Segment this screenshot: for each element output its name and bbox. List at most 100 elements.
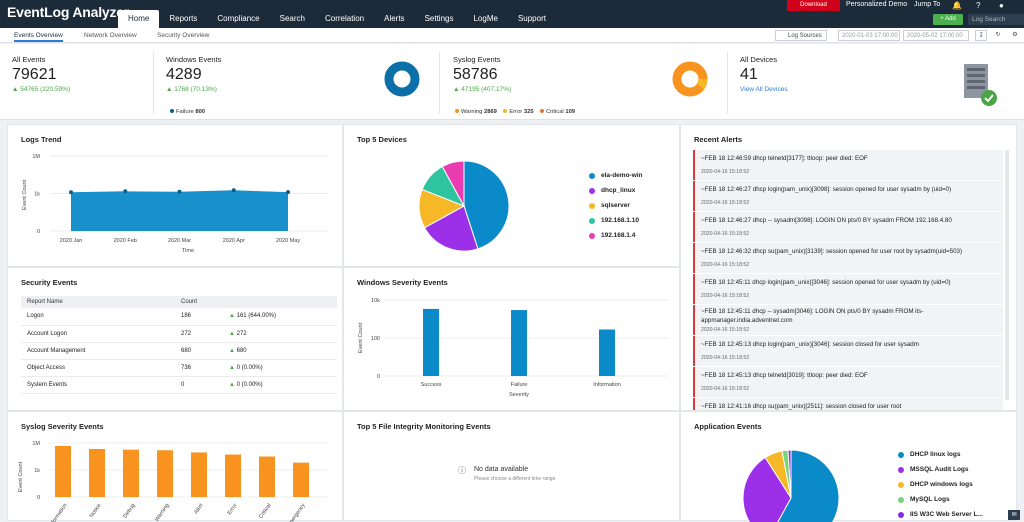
table-row[interactable]: System Events 0 ▲ 0 (0.00%) <box>21 376 337 394</box>
alert-item[interactable]: ~FEB 18 12:46:32 dhcp su(pam_unix)[3139]… <box>693 243 1003 273</box>
bar[interactable] <box>191 452 207 497</box>
stat-windows-events[interactable]: Windows Events 4289 ▲ 1768 (70.13%) Fail… <box>166 44 426 120</box>
report-name-cell[interactable]: Account Management <box>21 342 181 360</box>
bar[interactable] <box>599 329 615 376</box>
app-logo[interactable]: EventLog Analyzer <box>7 4 130 20</box>
alert-message: ~FEB 18 12:46:59 dhcp telnetd[3177]: ttl… <box>701 155 868 162</box>
report-name-cell[interactable]: Account Logon <box>21 325 181 343</box>
view-all-devices-link[interactable]: View All Devices <box>740 86 788 93</box>
table-row[interactable]: Object Access 736 ▲ 0 (0.00%) <box>21 359 337 377</box>
alert-item[interactable]: ~FEB 18 12:45:13 dhcp login(pam_unix)[30… <box>693 336 1003 366</box>
bar[interactable] <box>123 449 139 497</box>
data-point[interactable] <box>123 189 128 194</box>
data-point[interactable] <box>231 188 236 193</box>
data-point[interactable] <box>69 190 73 195</box>
nav-search[interactable]: Search <box>279 14 305 23</box>
tab-network-overview[interactable]: Network Overview <box>84 32 137 39</box>
legend-item[interactable]: 192.168.1.4 <box>589 228 643 243</box>
legend-item[interactable]: DHCP linux logs <box>898 447 983 462</box>
app-slice[interactable] <box>768 449 840 522</box>
report-name-cell[interactable]: Logon <box>21 308 181 326</box>
legend-item[interactable]: 192.168.1.10 <box>589 213 643 228</box>
app-slice[interactable] <box>787 449 792 499</box>
legend-item[interactable]: ela-demo-win <box>589 168 643 183</box>
nav-correlation[interactable]: Correlation <box>324 14 365 23</box>
legend-value: 2869 <box>484 109 497 115</box>
stat-all-events[interactable]: All Events 79621 ▲ 54765 (220.59%) <box>12 44 152 120</box>
alerts-scrollbar[interactable] <box>1005 150 1009 400</box>
nav-alerts[interactable]: Alerts <box>384 14 405 23</box>
jump-to-link[interactable]: Jump To <box>914 1 941 8</box>
alert-time: 2020-04-16 15:18:52 <box>701 200 750 206</box>
stat-syslog-events[interactable]: Syslog Events 58786 ▲ 47195 (407.17%) Wa… <box>453 44 713 120</box>
bar[interactable] <box>225 454 241 497</box>
alert-item[interactable]: ~FEB 18 12:46:27 dhcp -- sysadm[3098]: L… <box>693 212 1003 242</box>
stat-value: 4289 <box>166 66 202 83</box>
table-row[interactable]: Account Management 680 ▲ 680 <box>21 342 337 360</box>
add-button[interactable]: + Add <box>933 14 963 25</box>
stats-row: All Events 79621 ▲ 54765 (220.59%) Windo… <box>0 44 1024 120</box>
log-search-input[interactable]: Log Search <box>968 14 1024 25</box>
alert-item[interactable]: ~FEB 18 12:41:16 dhcp su(pam_unix)[2511]… <box>693 398 1003 410</box>
chat-icon[interactable]: ✉ <box>1008 510 1020 520</box>
report-name-cell[interactable]: System Events <box>21 376 181 394</box>
bar[interactable] <box>157 450 173 497</box>
nav-logme[interactable]: LogMe <box>473 14 498 23</box>
user-icon[interactable]: ● <box>999 1 1004 10</box>
security-events-panel: Security Events Report Name Count Logon 1… <box>7 267 343 411</box>
start-date-field[interactable]: 2020-01-03 17:00:00 <box>838 30 900 41</box>
end-date-field[interactable]: 2020-05-02 17:00:00 <box>903 30 969 41</box>
gear-icon[interactable]: ⚙ <box>1012 32 1018 38</box>
nav-settings[interactable]: Settings <box>424 14 454 23</box>
legend-item[interactable]: IIS W3C Web Server L... <box>898 507 983 522</box>
data-point[interactable] <box>286 190 290 195</box>
refresh-icon[interactable]: ↻ <box>995 32 1001 38</box>
device-slice[interactable] <box>463 160 510 250</box>
bar[interactable] <box>423 308 439 376</box>
alert-item[interactable]: ~FEB 18 12:46:59 dhcp telnetd[3177]: ttl… <box>693 150 1003 180</box>
panel-title: Logs Trend <box>21 135 62 144</box>
device-slice[interactable] <box>423 205 479 252</box>
alert-item[interactable]: ~FEB 18 12:45:13 dhcp telnetd[3019]: ttl… <box>693 367 1003 397</box>
server-icon <box>964 64 997 106</box>
bar[interactable] <box>55 445 71 497</box>
legend-item[interactable]: MSSQL Audit Logs <box>898 462 983 477</box>
nav-compliance[interactable]: Compliance <box>217 14 260 23</box>
alert-item[interactable]: ~FEB 18 12:45:11 dhcp login(pam_unix)[30… <box>693 274 1003 304</box>
bar[interactable] <box>259 456 275 498</box>
log-sources-button[interactable]: Log Sources <box>775 30 827 41</box>
data-point[interactable] <box>177 189 182 194</box>
alert-item[interactable]: ~FEB 18 12:46:27 dhcp login(pam_unix)[30… <box>693 181 1003 211</box>
help-icon[interactable]: ? <box>976 1 981 10</box>
stat-all-devices[interactable]: All Devices 41 View All Devices <box>740 44 1010 120</box>
bell-icon[interactable]: 🔔 <box>952 1 962 10</box>
bar[interactable] <box>511 310 527 376</box>
tab-security-overview[interactable]: Security Overview <box>157 32 210 39</box>
bar[interactable] <box>89 448 105 497</box>
bar[interactable] <box>293 462 309 497</box>
nav-home[interactable]: Home <box>118 10 160 28</box>
alert-time: 2020-04-16 15:18:52 <box>701 262 750 268</box>
alert-message: ~FEB 18 12:45:11 dhcp login(pam_unix)[30… <box>701 279 951 286</box>
nav-support[interactable]: Support <box>517 14 546 23</box>
download-button[interactable]: Download <box>787 0 840 11</box>
y-axis-label: Event Count <box>22 179 28 210</box>
legend-item[interactable]: DHCP windows logs <box>898 477 983 492</box>
device-slice[interactable] <box>441 160 465 207</box>
tab-events-overview[interactable]: Events Overview <box>14 30 63 42</box>
legend-item[interactable]: sqlserver <box>589 198 643 213</box>
panel-title: Top 5 Devices <box>357 135 407 144</box>
alert-item[interactable]: ~FEB 18 12:45:11 dhcp -- sysadm[3046]: L… <box>693 305 1003 335</box>
legend-label: MSSQL Audit Logs <box>910 466 969 473</box>
table-row[interactable]: Logon 186 ▲ 161 (644.00%) <box>21 308 337 326</box>
export-icon[interactable]: ↧ <box>975 30 987 41</box>
report-name-cell[interactable]: Object Access <box>21 359 181 377</box>
alert-time: 2020-04-16 15:18:52 <box>701 327 750 333</box>
personalized-demo-link[interactable]: Personalized Demo <box>846 1 908 8</box>
legend-item[interactable]: dhcp_linux <box>589 183 643 198</box>
app-slice[interactable] <box>742 456 792 522</box>
legend-item[interactable]: MySQL Logs <box>898 492 983 507</box>
alert-message: ~FEB 18 12:41:16 dhcp su(pam_unix)[2511]… <box>701 403 902 410</box>
nav-reports[interactable]: Reports <box>169 14 198 23</box>
table-row[interactable]: Account Logon 272 ▲ 272 <box>21 325 337 343</box>
